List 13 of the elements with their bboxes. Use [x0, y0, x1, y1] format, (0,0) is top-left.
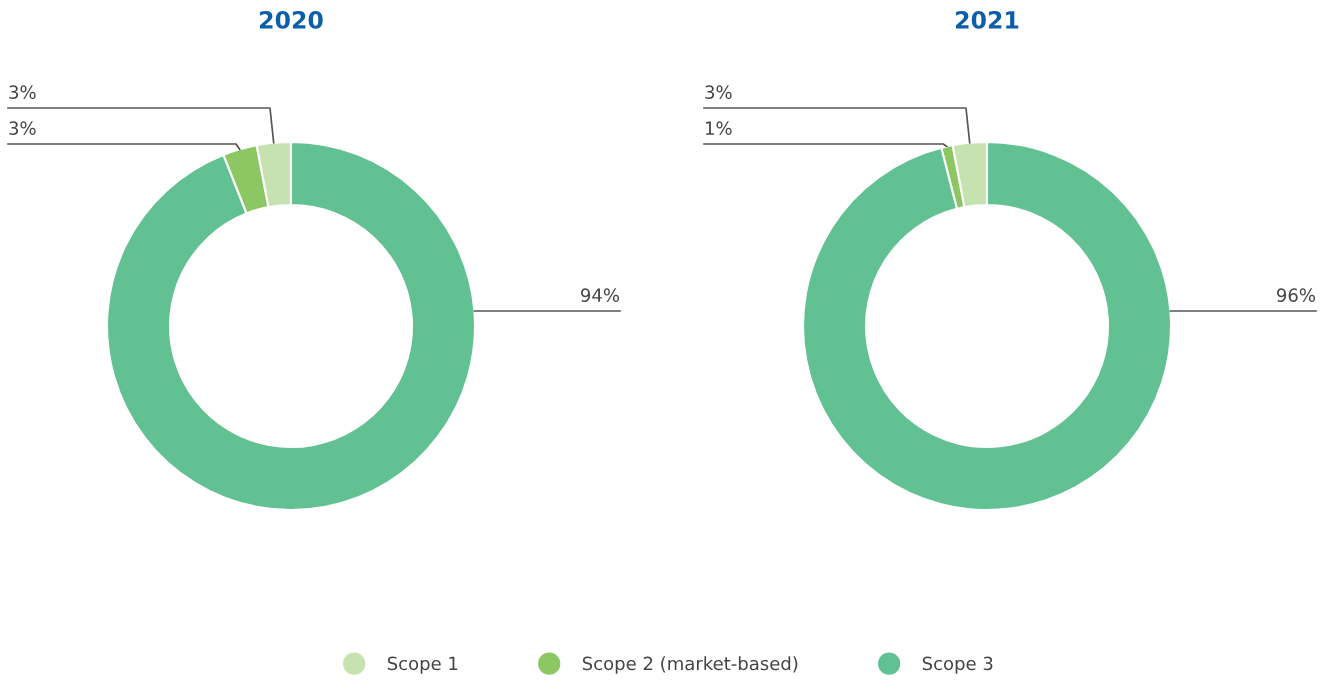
data-label: 3%: [9, 121, 36, 135]
donut-slice: [801, 140, 1173, 512]
chart-title: 2020: [260, 10, 323, 29]
data-label: 3%: [705, 85, 732, 99]
legend-label: Scope 1: [387, 656, 458, 674]
legend-label: Scope 2 (market-based): [582, 656, 798, 674]
chart-title: 2021: [956, 10, 1019, 29]
data-label: 96%: [1277, 288, 1315, 302]
data-label: 3%: [9, 85, 36, 99]
donut-slice: [105, 140, 477, 512]
data-label: 94%: [581, 288, 619, 302]
data-label: 1%: [705, 121, 732, 135]
legend-label: Scope 3: [922, 656, 993, 674]
